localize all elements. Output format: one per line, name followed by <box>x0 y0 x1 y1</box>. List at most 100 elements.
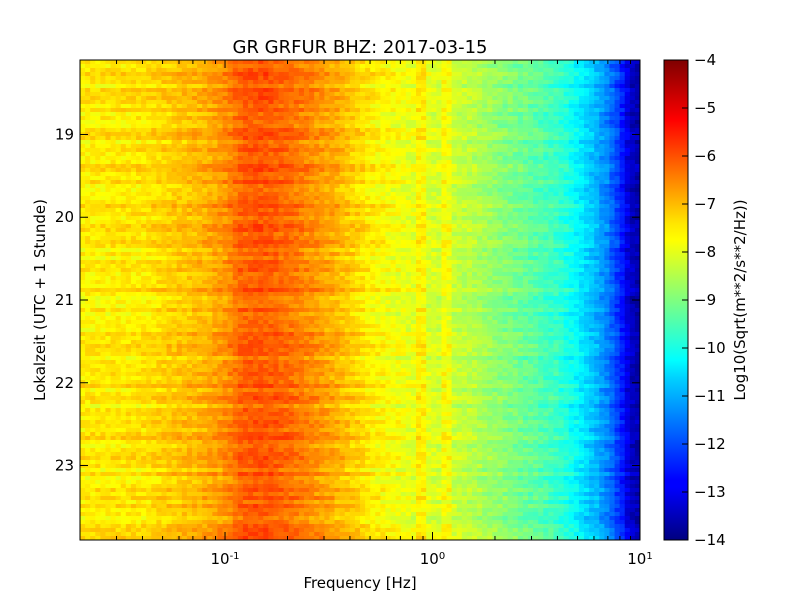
heatmap-cell <box>237 140 244 145</box>
heatmap-cell <box>146 84 152 89</box>
heatmap-cell <box>426 116 432 121</box>
heatmap-cell <box>410 104 417 109</box>
heatmap-cell <box>461 64 468 69</box>
heatmap-cell <box>186 180 193 185</box>
heatmap-cell <box>395 152 402 157</box>
heatmap-cell <box>136 184 142 189</box>
heatmap-row <box>80 148 641 153</box>
heatmap-cell <box>278 232 285 237</box>
heatmap-cell <box>253 168 259 173</box>
heatmap-cell <box>95 104 101 109</box>
heatmap-cell <box>207 136 213 141</box>
heatmap-row <box>80 132 641 137</box>
heatmap-cell <box>242 152 249 157</box>
heatmap-cell <box>110 88 117 93</box>
heatmap-cell <box>451 164 458 169</box>
heatmap-cell <box>609 96 615 101</box>
heatmap-cell <box>365 196 371 201</box>
heatmap-cell <box>609 116 615 121</box>
heatmap-cell <box>624 224 631 229</box>
heatmap-cell <box>466 200 473 205</box>
heatmap-cell <box>634 232 641 237</box>
heatmap-cell <box>263 68 269 73</box>
heatmap-cell <box>105 76 111 81</box>
heatmap-cell <box>298 196 305 201</box>
heatmap-cell <box>487 200 493 205</box>
heatmap-cell <box>517 80 524 85</box>
heatmap-cell <box>329 164 335 169</box>
heatmap-cell <box>242 72 249 77</box>
heatmap-cell <box>263 232 269 237</box>
heatmap-cell <box>477 120 483 125</box>
heatmap-cell <box>319 76 325 81</box>
heatmap-cell <box>334 228 341 233</box>
heatmap-cell <box>217 204 223 209</box>
heatmap-cell <box>589 108 595 113</box>
heatmap-cell <box>156 204 162 209</box>
heatmap-cell <box>309 152 315 157</box>
heatmap-cell <box>268 72 274 77</box>
heatmap-cell <box>95 144 101 149</box>
heatmap-cell <box>533 100 539 105</box>
heatmap-cell <box>604 212 610 217</box>
heatmap-cell <box>502 116 509 121</box>
heatmap-cell <box>548 60 554 65</box>
heatmap-cell <box>487 108 493 113</box>
heatmap-cell <box>232 204 239 209</box>
heatmap-cell <box>90 236 96 241</box>
heatmap-cell <box>416 64 422 69</box>
heatmap-cell <box>288 128 295 133</box>
heatmap-cell <box>105 176 111 181</box>
heatmap-cell <box>130 152 137 157</box>
heatmap-cell <box>324 76 330 81</box>
heatmap-cell <box>186 104 193 109</box>
heatmap-cell <box>568 108 575 113</box>
heatmap-cell <box>242 216 249 221</box>
heatmap-cell <box>166 60 173 65</box>
heatmap-cell <box>619 108 626 113</box>
heatmap-cell <box>466 156 473 161</box>
heatmap-cell <box>548 172 554 177</box>
heatmap-cell <box>258 164 264 169</box>
heatmap-cell <box>309 220 315 225</box>
heatmap-cell <box>151 208 157 213</box>
heatmap-cell <box>416 128 422 133</box>
heatmap-cell <box>293 128 300 133</box>
heatmap-cell <box>634 164 641 169</box>
heatmap-cell <box>207 212 213 217</box>
heatmap-cell <box>451 168 458 173</box>
heatmap-cell <box>400 140 407 145</box>
heatmap-cell <box>324 200 330 205</box>
heatmap-cell <box>405 180 412 185</box>
heatmap-cell <box>599 132 605 137</box>
heatmap-cell <box>451 88 458 93</box>
heatmap-cell <box>242 228 249 233</box>
heatmap-cell <box>181 64 188 69</box>
heatmap-cell <box>370 180 376 185</box>
heatmap-cell <box>329 216 335 221</box>
heatmap-cell <box>410 112 417 117</box>
heatmap-cell <box>573 216 580 221</box>
heatmap-cell <box>492 164 498 169</box>
heatmap-cell <box>192 68 198 73</box>
heatmap-cell <box>553 140 559 145</box>
heatmap-cell <box>314 176 320 181</box>
heatmap-cell <box>248 152 254 157</box>
heatmap-cell <box>609 124 615 129</box>
heatmap-cell <box>385 208 391 213</box>
heatmap-cell <box>217 140 223 145</box>
heatmap-cell <box>472 212 478 217</box>
heatmap-cell <box>416 84 422 89</box>
heatmap-cell <box>288 228 295 233</box>
heatmap-cell <box>309 180 315 185</box>
heatmap-cell <box>634 156 641 161</box>
heatmap-cell <box>105 92 111 97</box>
heatmap-cell <box>390 172 397 177</box>
heatmap-cell <box>502 112 509 117</box>
heatmap-cell <box>237 196 244 201</box>
heatmap-cell <box>456 68 463 73</box>
heatmap-cell <box>248 144 254 149</box>
heatmap-cell <box>309 92 315 97</box>
heatmap-cell <box>283 136 290 141</box>
heatmap-row <box>80 200 641 205</box>
